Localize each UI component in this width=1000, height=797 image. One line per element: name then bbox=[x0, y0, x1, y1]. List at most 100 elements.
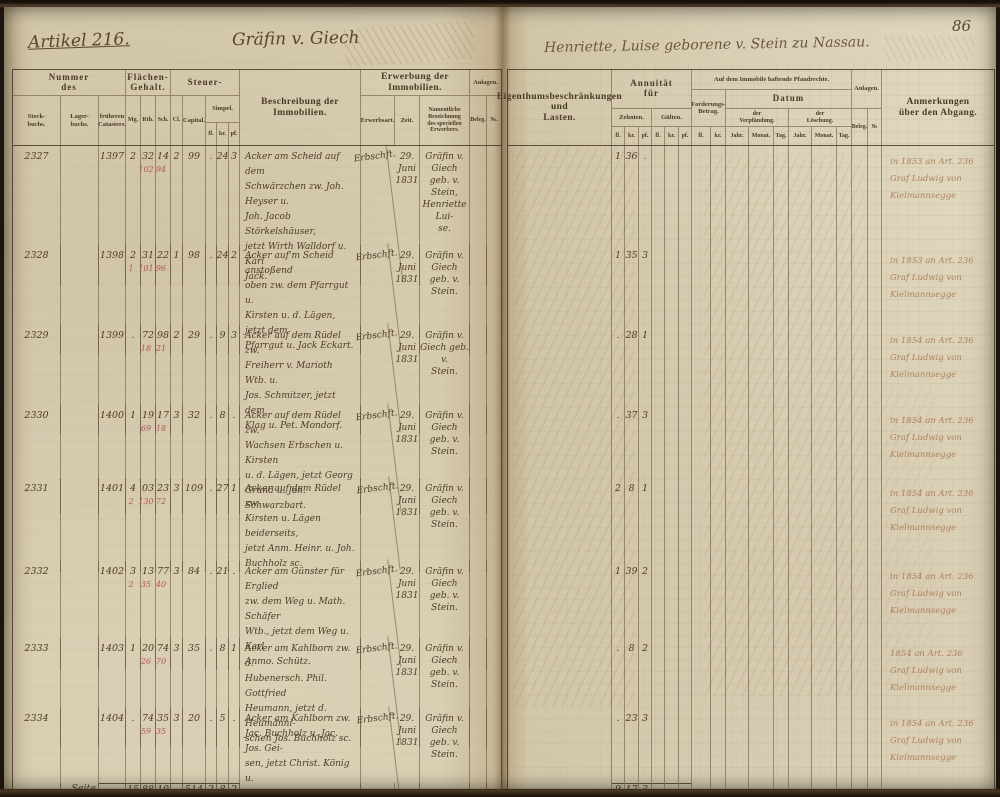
cell-verpf-tag bbox=[774, 638, 789, 708]
cell-loesch-tag bbox=[837, 708, 852, 783]
cell-lagerbuchs bbox=[61, 325, 99, 434]
photo-top-edge bbox=[0, 0, 1000, 8]
cell-eigenthumsbeschraenkungen bbox=[508, 325, 612, 405]
cell-guelten-pf bbox=[679, 325, 692, 405]
cell-beleg bbox=[470, 146, 487, 285]
header-no: №. bbox=[487, 96, 502, 145]
header-anmerkungen: Anmerkungen über den Abgang. bbox=[882, 70, 995, 145]
cell-verpf-monat bbox=[749, 708, 774, 783]
cell-guelten-pf bbox=[679, 638, 692, 708]
cell-lagerbuchs bbox=[61, 478, 99, 572]
cell-erwerber-name: Gräfin v. Giech geb. v. Stein. bbox=[420, 708, 470, 797]
cell-classe: 3 bbox=[171, 478, 183, 572]
cell-simpel-pf: . bbox=[229, 561, 240, 670]
cell-beleg bbox=[470, 325, 487, 434]
owner-name-left: Gräfin v. Giech bbox=[231, 27, 360, 51]
cell-morgen: 1 bbox=[126, 405, 141, 514]
cell-morgen: 1 bbox=[126, 638, 141, 747]
cell-anmerkung: in 1854 an Art. 236 Graf Ludwig von Kiel… bbox=[882, 478, 995, 561]
cell-loesch-jahr bbox=[789, 708, 812, 783]
header-simpel: Simpel. bbox=[206, 96, 240, 123]
cell-simpel-pf: 2 bbox=[229, 245, 240, 354]
cell-verpf-monat bbox=[749, 638, 774, 708]
cell-loesch-tag bbox=[837, 325, 852, 405]
cell-ruthen: 32 102 bbox=[138, 146, 156, 285]
cell-zehnten-pf: 1 bbox=[639, 325, 652, 405]
cell-guelten-kr bbox=[665, 245, 679, 325]
right-table-header: Eigenthumsbeschränkungen und Lasten. Ann… bbox=[497, 70, 995, 146]
cell-simpel-fl: . bbox=[206, 325, 217, 434]
cell-beschreibung: Acker am Kahlborn zw. d. Hubenersch. Phi… bbox=[240, 638, 361, 747]
cell-zehnten-kr: 36 bbox=[625, 146, 639, 245]
header-erwerbsart: Erwerbsart. bbox=[361, 96, 395, 145]
cell-betrag-kr bbox=[711, 478, 726, 561]
cell-beschreibung: Acker auf dem Rüdel zw. Freiherr v. Mari… bbox=[240, 325, 361, 434]
cell-capital: 98 bbox=[183, 245, 206, 354]
cell-beschreibung: Acker am Scheid auf dem Schwärzchen zw. … bbox=[240, 146, 361, 285]
cell-schuh: 22 96 bbox=[156, 245, 171, 354]
cell-stockbuchs: 2328 bbox=[13, 245, 61, 354]
cell-loesch-tag bbox=[837, 146, 852, 245]
cell-verpf-monat bbox=[749, 245, 774, 325]
header-loesch-tag: Tag. bbox=[837, 127, 852, 145]
cell-stockbuchs: 2332 bbox=[13, 561, 61, 670]
right-table-body: 1 36 . bbox=[508, 146, 995, 783]
cell-verpf-monat bbox=[749, 405, 774, 478]
cell-no-right bbox=[868, 405, 882, 478]
cell-betrag-fl bbox=[692, 405, 711, 478]
cell-lagerbuchs bbox=[61, 561, 99, 670]
cell-ruthen: 19 69 bbox=[141, 405, 156, 514]
header-datum: Datum bbox=[726, 90, 852, 109]
cell-simpel-kr: 24 bbox=[216, 245, 229, 354]
cell-no-right bbox=[868, 561, 882, 638]
cell-anmerkung: in 1854 an Art. 236 Graf Ludwig von Kiel… bbox=[882, 405, 995, 478]
header-simpel-pf: pf. bbox=[229, 123, 240, 145]
cell-schuh: 35 35 bbox=[156, 708, 171, 797]
cell-verpf-jahr bbox=[726, 405, 749, 478]
cell-zehnten-pf: . bbox=[639, 146, 652, 245]
cell-zeit: 29. Juni 1831 bbox=[395, 146, 420, 285]
cell-verpf-jahr bbox=[726, 708, 749, 783]
cell-guelten-pf bbox=[679, 146, 692, 245]
cell-simpel-fl: . bbox=[206, 478, 217, 572]
cell-betrag-fl bbox=[692, 561, 711, 638]
right-register-table: Eigenthumsbeschränkungen und Lasten. Ann… bbox=[497, 69, 995, 797]
register-row-right: . 28 1 bbox=[508, 325, 995, 405]
cell-cataster: 1398 bbox=[99, 245, 126, 354]
cell-guelten-kr bbox=[665, 708, 679, 783]
cell-ruthen: 03 130 bbox=[138, 478, 156, 572]
header-simpel-fl: fl. bbox=[206, 123, 217, 145]
cell-schuh: 74 70 bbox=[156, 638, 171, 747]
header-lagerbuchs: Lager- buchs. bbox=[61, 96, 99, 145]
header-guelten-kr: kr. bbox=[665, 127, 679, 145]
cell-zehnten-fl: . bbox=[612, 708, 625, 783]
cell-eigenthumsbeschraenkungen bbox=[508, 708, 612, 783]
cell-cataster: 1402 bbox=[99, 561, 126, 670]
header-stockbuchs: Stock- buchs. bbox=[13, 96, 61, 145]
header-zehnten: Zehnten. bbox=[612, 109, 652, 127]
cell-verpf-jahr bbox=[726, 478, 749, 561]
left-table-header: Nummer des Flächen- Gehalt. Steuer- Besc… bbox=[13, 70, 502, 146]
header-nummer: Nummer des bbox=[13, 70, 126, 96]
cell-verpf-monat bbox=[749, 478, 774, 561]
cell-zehnten-fl: 2 bbox=[612, 478, 625, 561]
cell-beleg-right bbox=[852, 561, 868, 638]
cell-simpel-pf: . bbox=[229, 708, 240, 797]
cell-betrag-fl bbox=[692, 146, 711, 245]
header-simpel-kr: kr. bbox=[217, 123, 229, 145]
cell-no-right bbox=[868, 708, 882, 783]
header-anlagen-right: Anlagen. bbox=[852, 70, 882, 109]
cell-lagerbuchs bbox=[61, 405, 99, 514]
cell-simpel-fl: . bbox=[206, 146, 217, 285]
cell-simpel-pf: . bbox=[229, 405, 240, 514]
cell-no bbox=[487, 245, 502, 354]
cell-guelten-fl bbox=[652, 638, 665, 708]
cell-simpel-pf: 3 bbox=[229, 325, 240, 434]
cell-zehnten-pf: 3 bbox=[639, 405, 652, 478]
cell-guelten-fl bbox=[652, 708, 665, 783]
cell-guelten-fl bbox=[652, 561, 665, 638]
cell-stockbuchs: 2329 bbox=[13, 325, 61, 434]
